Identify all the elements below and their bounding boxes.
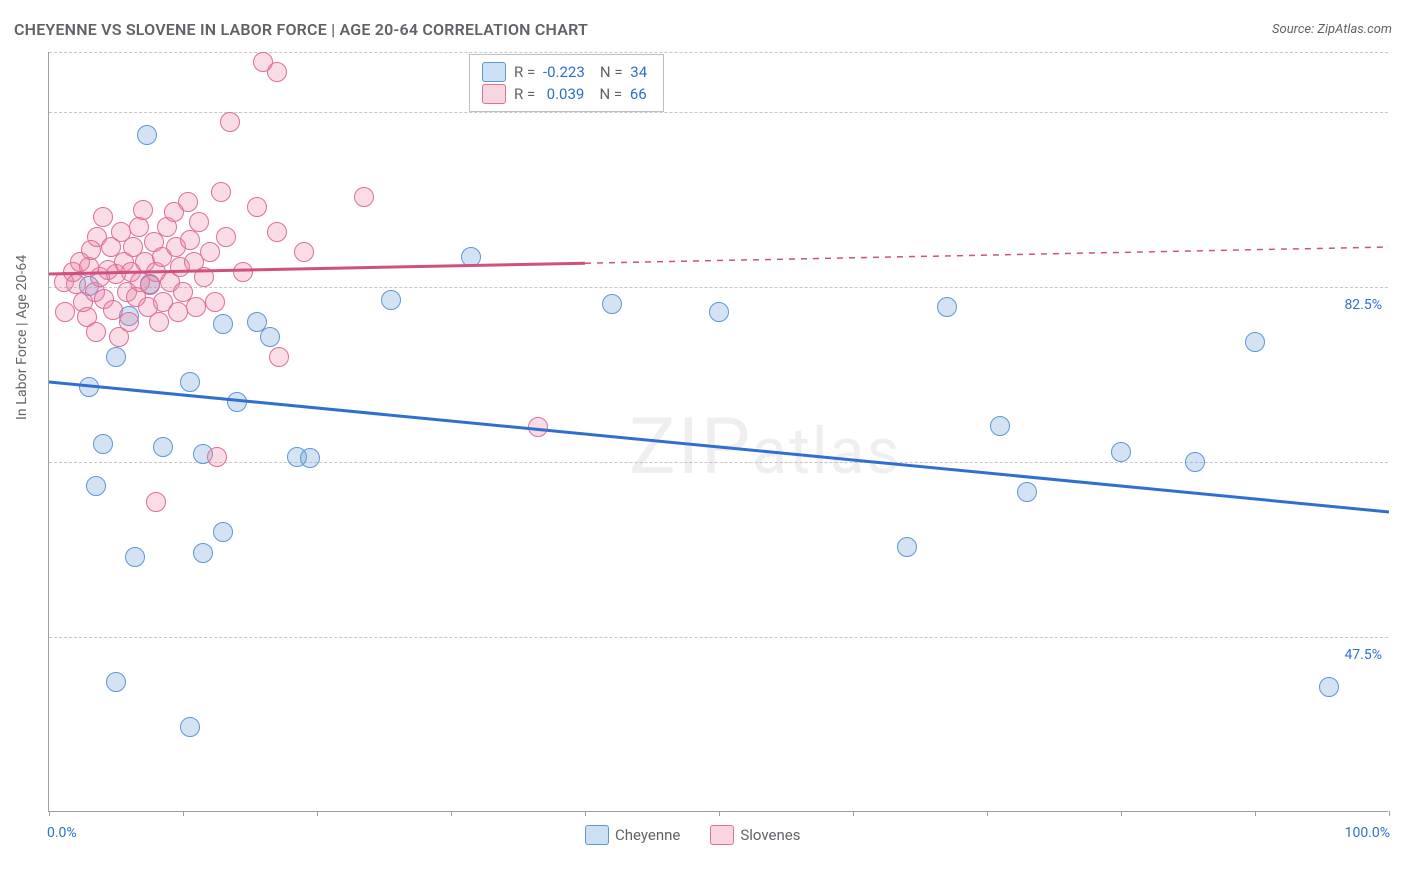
data-point: [1245, 332, 1265, 352]
data-point: [1111, 442, 1131, 462]
data-point: [1319, 677, 1339, 697]
data-point: [129, 217, 149, 237]
data-point: [354, 187, 374, 207]
x-tick: [317, 811, 318, 816]
data-point: [381, 290, 401, 310]
data-point: [149, 312, 169, 332]
data-point: [300, 448, 320, 468]
chart-title: CHEYENNE VS SLOVENE IN LABOR FORCE | AGE…: [14, 20, 588, 39]
gridline: [49, 287, 1388, 288]
cheyenne-N: 34: [626, 63, 651, 81]
x-tick-label-min: 0.0%: [47, 825, 77, 841]
trend-layer: [49, 52, 1389, 812]
legend-item-slovenes: Slovenes: [710, 825, 800, 845]
y-tick-label: 47.5%: [1344, 647, 1390, 663]
data-point: [528, 417, 548, 437]
y-axis-label: In Labor Force | Age 20-64: [14, 255, 30, 420]
data-point: [93, 434, 113, 454]
x-tick: [853, 811, 854, 816]
data-point: [86, 322, 106, 342]
data-point: [267, 62, 287, 82]
gridline: [49, 112, 1388, 113]
data-point: [180, 717, 200, 737]
data-point: [260, 327, 280, 347]
data-point: [180, 230, 200, 250]
data-point: [267, 222, 287, 242]
x-tick: [1255, 811, 1256, 816]
data-point: [133, 200, 153, 220]
source-attribution: Source: ZipAtlas.com: [1272, 22, 1392, 37]
data-point: [233, 262, 253, 282]
data-point: [93, 207, 113, 227]
data-point: [106, 347, 126, 367]
x-tick-label-max: 100.0%: [1345, 825, 1390, 841]
data-point: [186, 297, 206, 317]
x-tick: [719, 811, 720, 816]
data-point: [106, 672, 126, 692]
data-point: [178, 192, 198, 212]
data-point: [461, 247, 481, 267]
y-tick-label: 82.5%: [1344, 297, 1390, 313]
data-point: [213, 314, 233, 334]
data-point: [1185, 452, 1205, 472]
data-point: [55, 302, 75, 322]
data-point: [213, 522, 233, 542]
data-point: [227, 392, 247, 412]
data-point: [990, 416, 1010, 436]
gridline: [49, 637, 1388, 638]
data-point: [216, 227, 236, 247]
x-tick: [1389, 811, 1390, 816]
data-point: [269, 347, 289, 367]
data-point: [146, 492, 166, 512]
slovenes-R: 0.039: [539, 85, 588, 103]
x-tick: [49, 811, 50, 816]
data-point: [79, 377, 99, 397]
x-tick: [183, 811, 184, 816]
stats-legend: R = -0.223 N = 34R = 0.039 N = 66: [469, 54, 664, 112]
x-tick: [451, 811, 452, 816]
data-point: [709, 302, 729, 322]
data-point: [205, 292, 225, 312]
plot-area: 47.5%82.5%0.0%100.0%ZIPatlasR = -0.223 N…: [48, 52, 1388, 812]
data-point: [119, 312, 139, 332]
gridline: [49, 52, 1388, 53]
data-point: [247, 197, 267, 217]
slovenes-N: 66: [626, 85, 651, 103]
data-point: [86, 476, 106, 496]
x-tick: [987, 811, 988, 816]
data-point: [211, 182, 231, 202]
x-tick: [1121, 811, 1122, 816]
data-point: [193, 543, 213, 563]
cheyenne-R: -0.223: [539, 63, 589, 81]
data-point: [180, 372, 200, 392]
data-point: [937, 297, 957, 317]
data-point: [602, 294, 622, 314]
data-point: [294, 242, 314, 262]
data-point: [200, 242, 220, 262]
data-point: [125, 547, 145, 567]
data-point: [137, 125, 157, 145]
data-point: [207, 447, 227, 467]
data-point: [189, 212, 209, 232]
data-point: [220, 112, 240, 132]
data-point: [897, 537, 917, 557]
data-point: [194, 267, 214, 287]
data-point: [1017, 482, 1037, 502]
data-point: [66, 274, 86, 294]
x-tick: [585, 811, 586, 816]
data-point: [153, 437, 173, 457]
series-legend: Cheyenne Slovenes: [585, 825, 830, 845]
legend-item-cheyenne: Cheyenne: [585, 825, 680, 845]
data-point: [168, 302, 188, 322]
watermark: ZIPatlas: [629, 402, 901, 493]
